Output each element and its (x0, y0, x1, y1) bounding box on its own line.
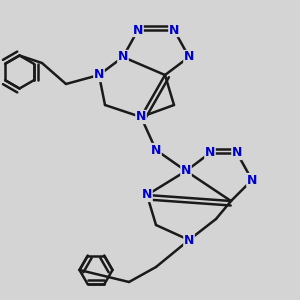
Text: N: N (136, 110, 146, 124)
Text: N: N (142, 188, 152, 202)
Text: N: N (118, 50, 128, 64)
Text: N: N (169, 23, 179, 37)
Text: N: N (94, 68, 104, 82)
Text: N: N (247, 173, 257, 187)
Text: N: N (181, 164, 191, 178)
Text: N: N (205, 146, 215, 160)
Text: N: N (151, 143, 161, 157)
Text: N: N (184, 50, 194, 64)
Text: N: N (184, 233, 194, 247)
Text: N: N (133, 23, 143, 37)
Text: N: N (232, 146, 242, 160)
